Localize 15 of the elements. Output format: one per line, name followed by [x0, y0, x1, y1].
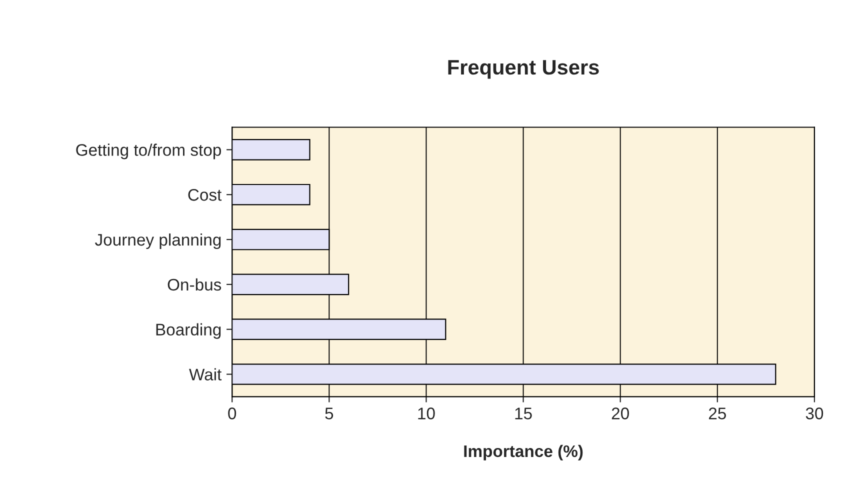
x-tick-label: 20: [612, 408, 629, 420]
x-tick-label: 30: [806, 408, 824, 420]
chart-title: Frequent Users: [448, 60, 599, 79]
y-tick-label: Getting to/from stop: [76, 144, 221, 160]
y-tick-label: Boarding: [156, 323, 221, 339]
y-tick-label: Cost: [188, 189, 222, 201]
x-tick-label: 0: [228, 408, 236, 420]
x-tick-label: 5: [325, 408, 334, 420]
y-tick-label: On-bus: [168, 278, 222, 291]
x-axis-title: Importance (%): [464, 444, 583, 460]
x-tick-label: 25: [708, 408, 726, 420]
y-tick-label: Wait: [189, 368, 222, 380]
x-tick-label: 15: [515, 408, 532, 420]
x-tick-label: 10: [418, 408, 435, 420]
y-tick-label: Journey planning: [95, 233, 221, 250]
